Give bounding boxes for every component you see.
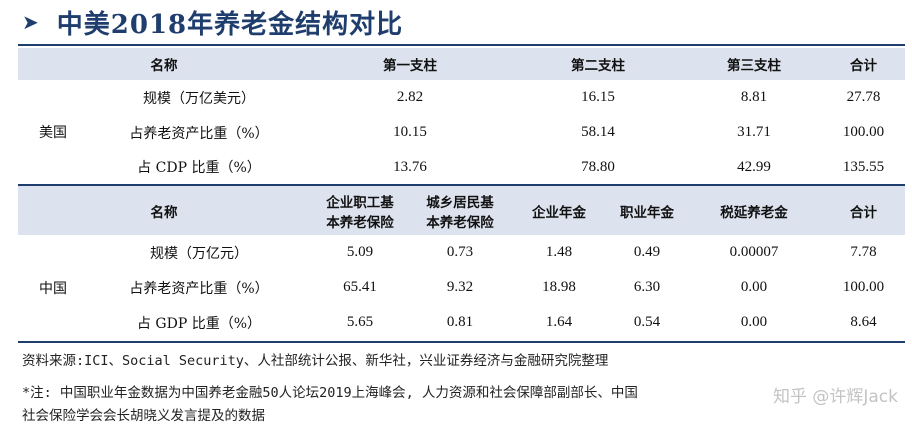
cn-header-col2-line1: 城乡居民基 xyxy=(426,194,494,211)
cn-header-col2-line2: 本养老保险 xyxy=(426,214,494,231)
country-label-cn: 中国 xyxy=(39,280,67,297)
table-row: 占 CDP 比重（%） 13.76 78.80 42.99 135.55 xyxy=(18,150,905,185)
watermark: 知乎 @许辉Jack xyxy=(772,387,898,407)
cell: 7.78 xyxy=(850,244,877,260)
cn-header-col2: 城乡居民基 本养老保险 xyxy=(410,184,510,235)
us-header-pillar2: 第二支柱 xyxy=(510,48,686,80)
title-row: ➤ 中美2018年养老金结构对比 xyxy=(22,4,403,40)
bottom-rule xyxy=(18,341,905,343)
cn-header-col1: 企业职工基 本养老保险 xyxy=(310,184,410,235)
cn-header-col5: 税延养老金 xyxy=(686,184,822,235)
row-label: 占养老资产比重（%） xyxy=(129,280,269,297)
cell: 27.78 xyxy=(846,89,881,105)
cn-header-col6: 合计 xyxy=(822,184,905,235)
cell: 16.15 xyxy=(581,89,615,105)
table-row: 中国 规模（万亿元） 5.09 0.73 1.48 0.49 0.00007 7… xyxy=(18,235,905,297)
row-label: 占养老资产比重（%） xyxy=(129,125,269,142)
cell: 8.81 xyxy=(740,89,768,105)
cell: 9.32 xyxy=(446,279,474,295)
us-header-name: 名称 xyxy=(18,48,310,80)
row-label: 占 CDP 比重（%） xyxy=(137,160,261,176)
cell: 13.76 xyxy=(393,158,427,175)
pension-table: 名称 第一支柱 第二支柱 第三支柱 合计 美国 规模（万亿美元） 2.82 16… xyxy=(18,48,905,340)
us-header-pillar3: 第三支柱 xyxy=(686,48,822,80)
us-header-total: 合计 xyxy=(822,48,905,80)
cell: 1.48 xyxy=(545,244,573,260)
source-note: 资料来源:ICI、Social Security、人社部统计公报、新华社，兴业证… xyxy=(22,353,609,369)
cell: 5.65 xyxy=(346,314,374,330)
arrow-right-icon: ➤ xyxy=(22,10,39,34)
cn-header-name: 名称 xyxy=(18,184,310,235)
cell: 0.00 xyxy=(740,314,768,330)
row-label: 规模（万亿美元） xyxy=(143,90,255,107)
cn-header-col4: 职业年金 xyxy=(608,184,686,235)
cell: 0.54 xyxy=(633,314,661,330)
cell: 18.98 xyxy=(542,279,576,295)
cell: 100.00 xyxy=(842,124,885,140)
us-header-row: 名称 第一支柱 第二支柱 第三支柱 合计 xyxy=(18,48,905,80)
table-row: 占养老资产比重（%） 10.15 58.14 31.71 100.00 xyxy=(18,115,905,150)
table-row: 美国 规模（万亿美元） 2.82 16.15 8.81 27.78 xyxy=(18,80,905,141)
cell: 0.49 xyxy=(633,244,661,260)
cell: 6.30 xyxy=(633,279,661,295)
table-row: 占 GDP 比重（%） 5.65 0.81 1.64 0.54 0.00 8.6… xyxy=(18,305,905,340)
cn-header-col1-line2: 本养老保险 xyxy=(326,214,394,231)
cell: 135.55 xyxy=(842,158,885,175)
us-header-pillar1: 第一支柱 xyxy=(310,48,510,80)
cell: 10.15 xyxy=(393,124,427,140)
table-row: 占养老资产比重（%） 65.41 9.32 18.98 6.30 0.00 10… xyxy=(18,270,905,305)
footnote-line2: 社会保险学会会长胡晓义发言提及的数据 xyxy=(22,408,265,424)
cell: 42.99 xyxy=(737,158,771,175)
cell: 0.00007 xyxy=(729,244,779,260)
cell: 78.80 xyxy=(581,158,615,175)
footnote-line1: *注: 中国职业年金数据为中国养老金融50人论坛2019上海峰会, 人力资源和社… xyxy=(22,385,638,401)
cell: 65.41 xyxy=(343,279,377,295)
country-label-us: 美国 xyxy=(39,125,67,141)
row-label: 占 GDP 比重（%） xyxy=(136,315,262,332)
cell: 58.14 xyxy=(581,124,615,140)
cell: 31.71 xyxy=(737,124,771,140)
page-title: 中美2018年养老金结构对比 xyxy=(56,9,404,40)
cell: 1.64 xyxy=(545,314,573,330)
cell: 2.82 xyxy=(396,89,424,105)
cn-header-row: 名称 企业职工基 本养老保险 城乡居民基 本养老保险 企业年金 职业年金 税延养… xyxy=(18,184,905,235)
cn-header-col3: 企业年金 xyxy=(510,184,608,235)
cell: 0.00 xyxy=(740,279,768,295)
cell: 5.09 xyxy=(346,244,374,260)
cell: 0.81 xyxy=(446,314,474,330)
cell: 0.73 xyxy=(446,244,474,260)
cell: 100.00 xyxy=(842,279,885,295)
cell: 8.64 xyxy=(850,314,877,330)
row-label: 规模（万亿元） xyxy=(150,245,248,262)
cn-header-col1-line1: 企业职工基 xyxy=(326,194,394,211)
top-rule xyxy=(18,44,905,46)
